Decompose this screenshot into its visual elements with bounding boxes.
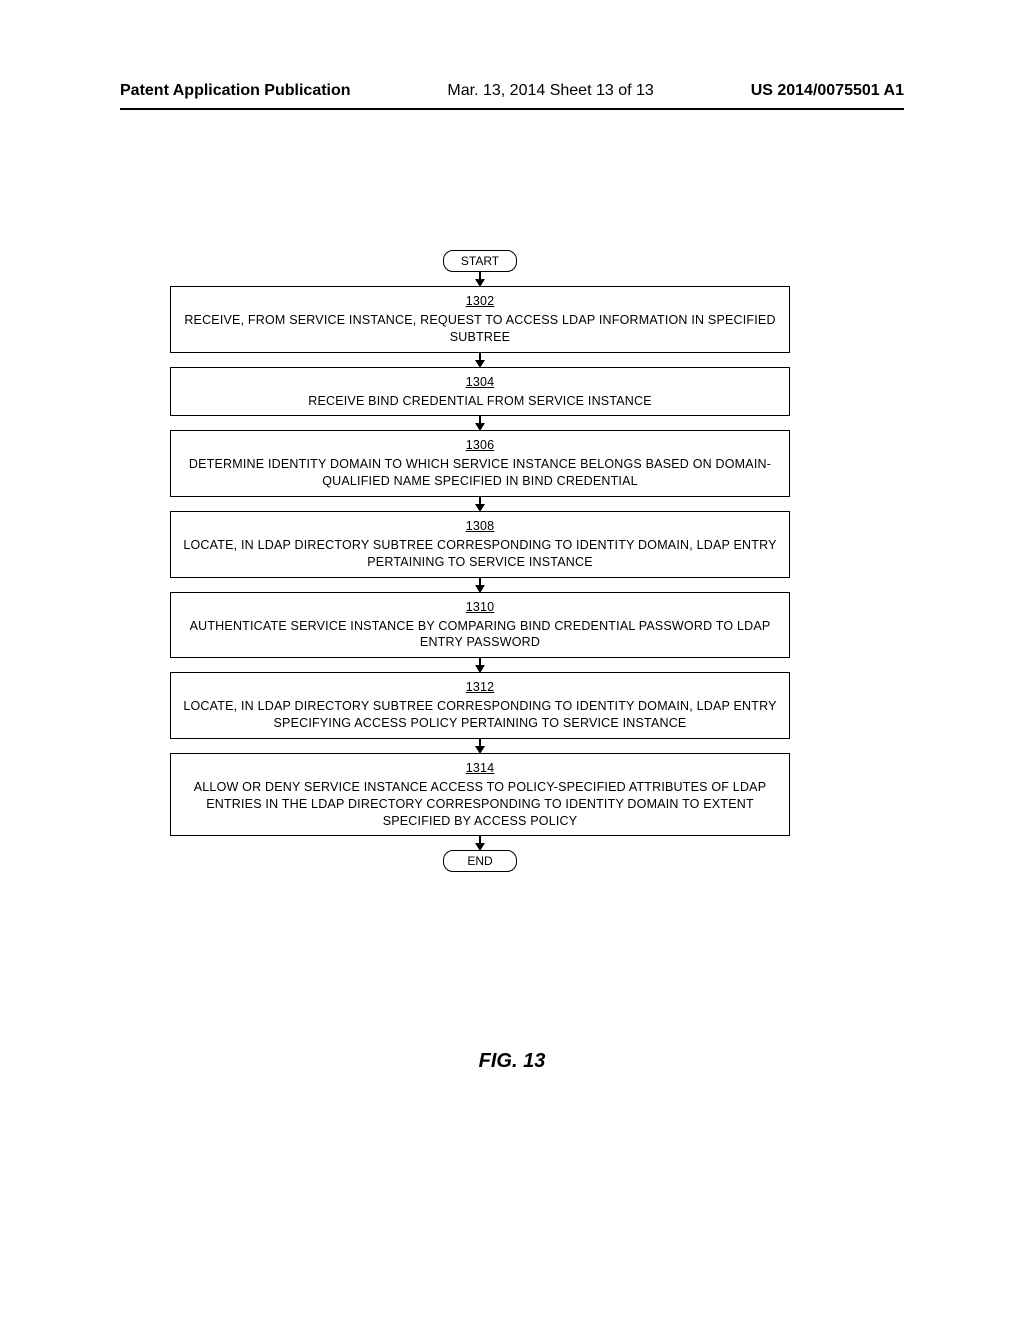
step-id: 1314 — [179, 760, 781, 777]
header-right: US 2014/0075501 A1 — [751, 82, 904, 100]
step-text: LOCATE, IN LDAP DIRECTORY SUBTREE CORRES… — [183, 538, 776, 569]
step-id: 1310 — [179, 599, 781, 616]
step-1310: 1310 AUTHENTICATE SERVICE INSTANCE BY CO… — [170, 592, 790, 659]
step-1308: 1308 LOCATE, IN LDAP DIRECTORY SUBTREE C… — [170, 511, 790, 578]
header-left: Patent Application Publication — [120, 82, 351, 100]
step-text: LOCATE, IN LDAP DIRECTORY SUBTREE CORRES… — [183, 699, 776, 730]
step-1312: 1312 LOCATE, IN LDAP DIRECTORY SUBTREE C… — [170, 672, 790, 739]
step-id: 1308 — [179, 518, 781, 535]
end-terminal: END — [443, 850, 517, 872]
step-id: 1306 — [179, 437, 781, 454]
step-1314: 1314 ALLOW OR DENY SERVICE INSTANCE ACCE… — [170, 753, 790, 837]
step-text: RECEIVE BIND CREDENTIAL FROM SERVICE INS… — [308, 394, 652, 408]
step-text: RECEIVE, FROM SERVICE INSTANCE, REQUEST … — [184, 313, 775, 344]
page-header: Patent Application Publication Mar. 13, … — [120, 82, 904, 110]
figure-label: FIG. 13 — [0, 1050, 1024, 1073]
step-text: ALLOW OR DENY SERVICE INSTANCE ACCESS TO… — [194, 780, 767, 828]
step-text: DETERMINE IDENTITY DOMAIN TO WHICH SERVI… — [189, 457, 771, 488]
step-id: 1312 — [179, 679, 781, 696]
step-id: 1304 — [179, 374, 781, 391]
step-1302: 1302 RECEIVE, FROM SERVICE INSTANCE, REQ… — [170, 286, 790, 353]
step-1306: 1306 DETERMINE IDENTITY DOMAIN TO WHICH … — [170, 430, 790, 497]
start-terminal: START — [443, 250, 517, 272]
step-id: 1302 — [179, 293, 781, 310]
header-center: Mar. 13, 2014 Sheet 13 of 13 — [447, 82, 653, 100]
step-text: AUTHENTICATE SERVICE INSTANCE BY COMPARI… — [190, 619, 771, 650]
step-1304: 1304 RECEIVE BIND CREDENTIAL FROM SERVIC… — [170, 367, 790, 417]
flowchart: START 1302 RECEIVE, FROM SERVICE INSTANC… — [170, 250, 790, 872]
patent-page: Patent Application Publication Mar. 13, … — [0, 0, 1024, 1320]
